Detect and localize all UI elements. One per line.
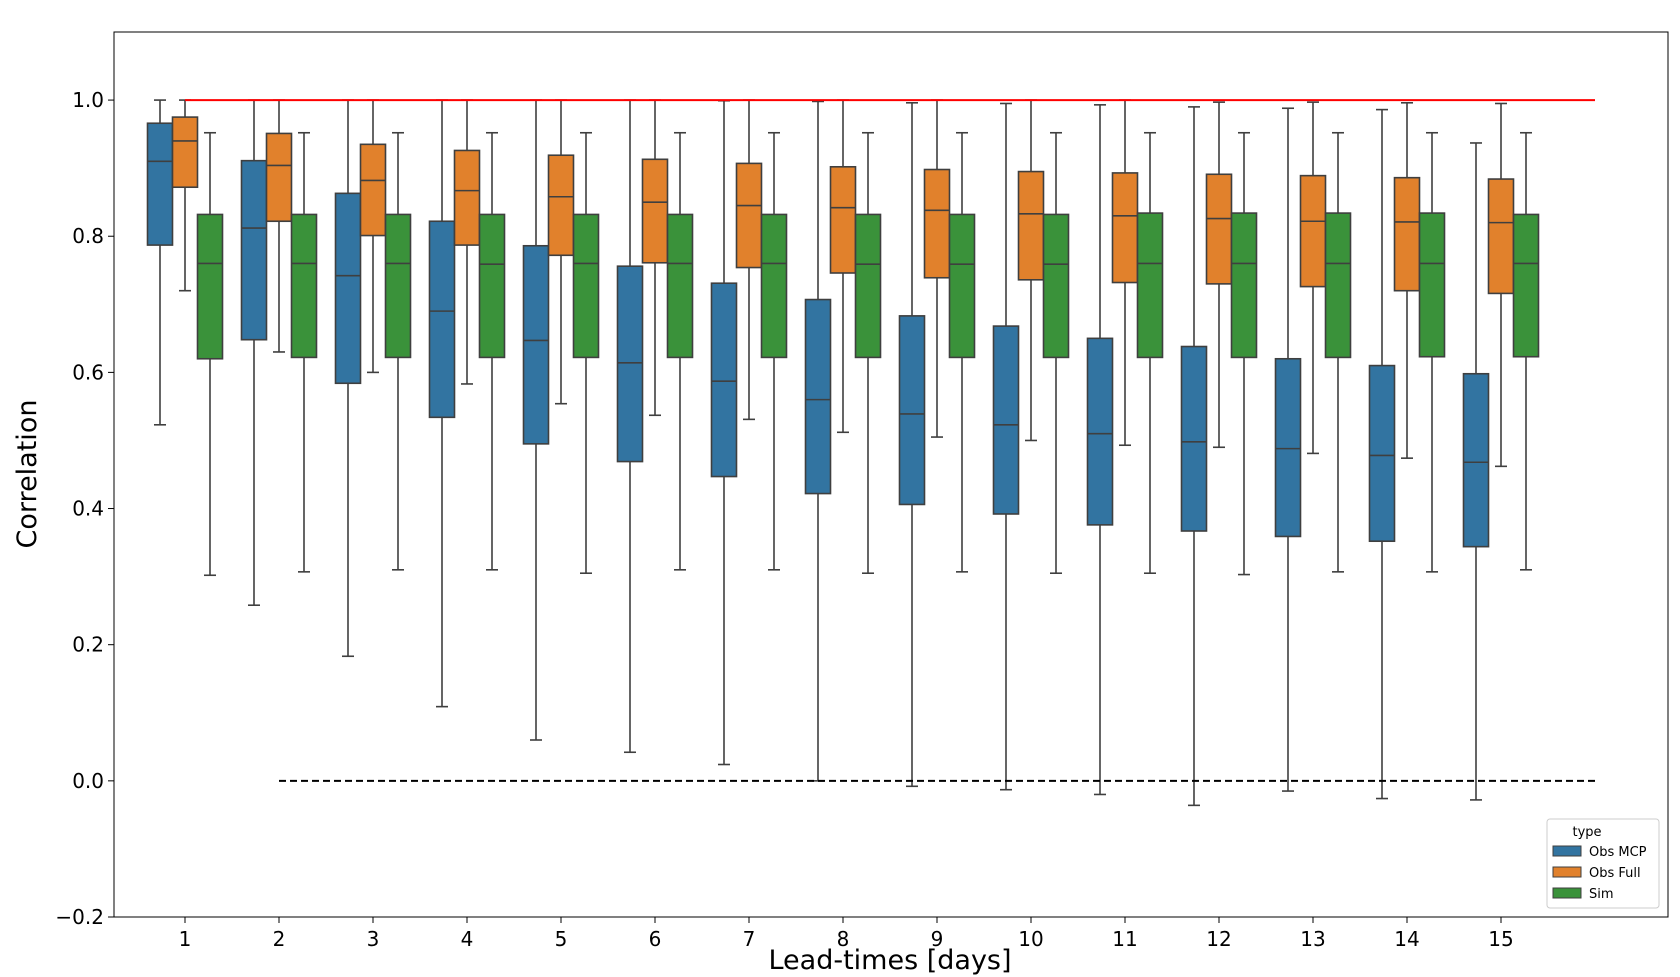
- box: [572, 213, 600, 359]
- box: [1017, 170, 1045, 281]
- legend-swatch: [1552, 887, 1582, 899]
- box: [616, 265, 644, 463]
- legend-swatch: [1552, 866, 1582, 878]
- box: [359, 143, 387, 237]
- box: [1418, 212, 1446, 358]
- y-tick-label: 0.2: [72, 633, 104, 657]
- box: [992, 325, 1020, 515]
- y-tick-label: 0.0: [72, 769, 104, 793]
- x-tick-label: 14: [1394, 927, 1419, 951]
- x-tick-label: 1: [179, 927, 192, 951]
- x-tick-label: 15: [1488, 927, 1513, 951]
- box: [522, 244, 550, 445]
- x-tick-label: 7: [743, 927, 756, 951]
- box: [760, 213, 788, 359]
- legend-entry: Obs Full: [1589, 866, 1641, 881]
- plot-area: [146, 99, 1595, 807]
- box: [240, 159, 268, 341]
- legend-title: type: [1572, 825, 1601, 840]
- y-axis: −0.2 0.0 0.2 0.4 0.6 0.8 1.0: [55, 88, 114, 929]
- plot-frame: [113, 31, 1669, 918]
- series-obs-full: [171, 99, 1515, 468]
- box: [1487, 178, 1515, 295]
- box: [641, 158, 669, 264]
- box: [1393, 176, 1421, 292]
- x-tick-label: 12: [1206, 927, 1231, 951]
- box: [804, 298, 832, 495]
- series-obs-mcp: [146, 99, 1490, 807]
- box: [1042, 213, 1070, 359]
- box: [453, 149, 481, 246]
- box: [948, 213, 976, 359]
- legend-entry: Sim: [1589, 887, 1614, 902]
- box: [1512, 213, 1540, 358]
- legend: type Obs MCP Obs Full Sim: [1546, 818, 1660, 909]
- box: [196, 213, 224, 360]
- x-axis-label: Lead-times [days]: [768, 945, 1011, 976]
- x-tick-label: 3: [367, 927, 380, 951]
- box: [1299, 174, 1327, 288]
- y-tick-label: 1.0: [72, 88, 104, 112]
- box: [735, 162, 763, 269]
- box: [171, 116, 199, 189]
- series-sim: [196, 131, 1540, 577]
- box: [1324, 212, 1352, 359]
- box: [854, 213, 882, 359]
- x-tick-label: 2: [273, 927, 286, 951]
- box: [1180, 345, 1208, 532]
- box: [1136, 212, 1164, 359]
- box: [547, 154, 575, 257]
- box: [1111, 172, 1139, 284]
- x-tick-label: 10: [1018, 927, 1043, 951]
- y-axis-label: Correlation: [12, 400, 43, 549]
- y-tick-label: 0.8: [72, 224, 104, 248]
- box: [1230, 212, 1258, 359]
- box: [710, 282, 738, 478]
- box: [829, 165, 857, 274]
- box: [1274, 357, 1302, 538]
- legend-entry: Obs MCP: [1589, 845, 1647, 860]
- box: [290, 213, 318, 359]
- box: [428, 220, 456, 419]
- box: [1462, 372, 1490, 548]
- x-tick-label: 8: [837, 927, 850, 951]
- x-axis: 1 2 3 4 5 6 7 8 9 10 11 12 13 14 15: [179, 917, 1514, 951]
- box: [1368, 364, 1396, 543]
- box: [146, 122, 174, 246]
- x-tick-label: 6: [649, 927, 662, 951]
- legend-swatch: [1552, 845, 1582, 857]
- y-tick-label: −0.2: [55, 905, 104, 929]
- box: [1086, 337, 1114, 526]
- x-tick-label: 9: [931, 927, 944, 951]
- box: [923, 168, 951, 279]
- x-tick-label: 4: [461, 927, 474, 951]
- x-tick-label: 11: [1112, 927, 1137, 951]
- x-tick-label: 13: [1300, 927, 1325, 951]
- box: [666, 213, 694, 359]
- box: [384, 213, 412, 359]
- box: [478, 213, 506, 359]
- box: [334, 192, 362, 385]
- legend-box: [1546, 818, 1660, 909]
- box: [1205, 173, 1233, 285]
- box: [898, 315, 926, 506]
- box: [265, 132, 293, 223]
- x-tick-label: 5: [555, 927, 568, 951]
- y-tick-label: 0.6: [72, 360, 104, 384]
- y-tick-label: 0.4: [72, 497, 104, 521]
